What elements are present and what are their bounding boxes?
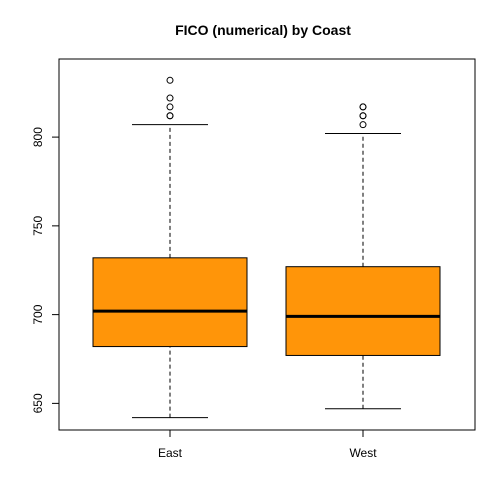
outlier-point-east bbox=[166, 94, 174, 102]
plot-frame bbox=[58, 58, 476, 431]
box-east bbox=[92, 257, 248, 348]
x-tick-label-east: East bbox=[158, 446, 183, 460]
outlier-point-west bbox=[359, 121, 367, 129]
outlier-point-east bbox=[166, 103, 174, 111]
plot-area: 650 700 750 800 East West bbox=[31, 76, 441, 460]
outlier-point-east bbox=[166, 76, 174, 84]
outlier-point-west bbox=[359, 112, 367, 120]
y-tick-label: 650 bbox=[31, 393, 45, 413]
box-west bbox=[285, 266, 441, 356]
outlier-point-east bbox=[166, 112, 174, 120]
chart-title: FICO (numerical) by Coast bbox=[175, 22, 351, 38]
outlier-point-west bbox=[359, 103, 367, 111]
y-tick-label: 750 bbox=[31, 216, 45, 236]
y-tick-label: 800 bbox=[31, 127, 45, 147]
x-tick-label-west: West bbox=[349, 446, 377, 460]
y-tick-label: 700 bbox=[31, 304, 45, 324]
